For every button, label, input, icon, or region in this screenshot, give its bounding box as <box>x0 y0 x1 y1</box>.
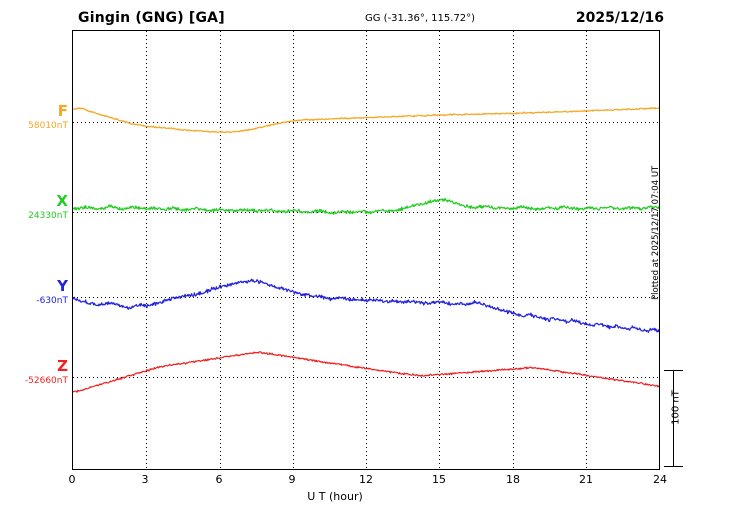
x-tick-12: 12 <box>359 473 373 486</box>
component-label-z: Z -52660nT <box>0 359 68 387</box>
trace-lines <box>73 106 659 393</box>
component-baseline-x: 24330nT <box>28 211 68 221</box>
x-axis-title: U T (hour) <box>0 490 730 503</box>
x-tick-6: 6 <box>215 473 223 486</box>
x-tick-9: 9 <box>288 473 296 486</box>
scale-bar-line <box>673 370 674 466</box>
grid-lines <box>146 31 587 469</box>
trace-x <box>73 197 659 215</box>
geographic-coordinates: GG (-31.36°, 115.72°) <box>365 13 476 24</box>
x-tick-0: 0 <box>68 473 76 486</box>
plot-canvas <box>73 31 659 469</box>
magnetogram-plot <box>72 30 660 470</box>
x-tick-15: 15 <box>432 473 446 486</box>
trace-y <box>73 278 659 333</box>
scale-bar-top-cap <box>664 370 683 371</box>
x-tick-24: 24 <box>653 473 667 486</box>
component-letter-z: Z <box>57 357 68 375</box>
x-tick-18: 18 <box>506 473 520 486</box>
component-baseline-f: 58010nT <box>28 121 68 131</box>
component-letter-f: F <box>57 102 68 120</box>
x-tick-21: 21 <box>579 473 593 486</box>
component-label-y: Y -630nT <box>0 279 68 307</box>
trace-f <box>73 106 659 134</box>
scale-bar-label: 100 nT <box>670 390 682 425</box>
plotted-at-label: Plotted at 2025/12/17 07:04 UT <box>651 165 661 300</box>
component-baseline-y: -630nT <box>36 296 68 306</box>
x-axis-title-text: U T (hour) <box>307 490 363 503</box>
component-letter-x: X <box>56 192 68 210</box>
baseline-lines <box>73 122 659 378</box>
component-letter-y: Y <box>57 277 68 295</box>
component-label-f: F 58010nT <box>0 104 68 132</box>
trace-z <box>73 351 659 393</box>
date-label: 2025/12/16 <box>575 10 664 26</box>
component-baseline-z: -52660nT <box>24 376 68 386</box>
x-tick-3: 3 <box>141 473 149 486</box>
component-label-x: X 24330nT <box>0 194 68 222</box>
scale-bar: 100 nT <box>662 368 684 468</box>
station-title: Gingin (GNG) [GA] <box>78 10 225 26</box>
scale-bar-bottom-cap <box>664 466 683 467</box>
